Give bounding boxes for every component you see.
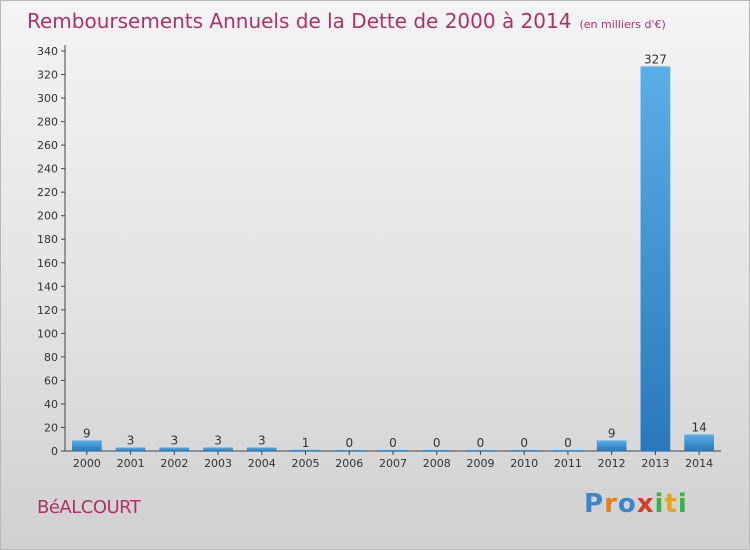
y-tick-label: 0 [51, 445, 58, 458]
bar [509, 450, 540, 451]
bar [640, 66, 671, 451]
chart-unit-label: (en milliers d'€) [579, 18, 666, 31]
bar [246, 447, 277, 451]
bar [159, 447, 190, 451]
bar-value-label: 14 [691, 421, 706, 435]
bar [115, 447, 146, 451]
y-tick-label: 280 [37, 116, 58, 129]
logo-letter: i [654, 489, 665, 519]
logo-letter: r [604, 489, 618, 519]
y-tick-label: 120 [37, 304, 58, 317]
bar [71, 440, 102, 451]
x-tick-label: 2005 [292, 457, 320, 470]
bar [378, 450, 408, 451]
y-tick-label: 20 [44, 421, 58, 434]
proxiti-logo: Proxiti [584, 489, 688, 519]
x-tick-label: 2006 [335, 457, 363, 470]
chart-title-text: Remboursements Annuels de la Dette de 20… [27, 9, 572, 33]
x-tick-label: 2014 [685, 457, 713, 470]
bar [596, 440, 627, 451]
x-tick-label: 2002 [160, 457, 188, 470]
x-tick-label: 2000 [73, 457, 101, 470]
bar-value-label: 3 [214, 433, 222, 447]
x-tick-label: 2009 [466, 457, 494, 470]
bar-value-label: 9 [608, 426, 616, 440]
y-tick-label: 240 [37, 163, 58, 176]
bar-value-label: 0 [345, 436, 353, 450]
y-tick-label: 320 [37, 69, 58, 82]
y-tick-label: 40 [44, 398, 58, 411]
bar-value-label: 3 [171, 433, 179, 447]
logo-letter: P [584, 489, 605, 519]
x-tick-label: 2008 [423, 457, 451, 470]
bar [465, 450, 496, 451]
logo-letter: o [617, 489, 637, 519]
bar [334, 450, 365, 451]
bar-value-label: 0 [520, 436, 528, 450]
bar-value-label: 3 [258, 433, 266, 447]
bar-value-label: 0 [477, 436, 485, 450]
y-tick-label: 300 [37, 92, 58, 105]
logo-letter: i [677, 489, 688, 519]
place-name: BéALCOURT [37, 497, 141, 518]
y-tick-label: 220 [37, 186, 58, 199]
x-tick-label: 2007 [379, 457, 407, 470]
bar-value-label: 1 [302, 436, 310, 450]
bar [203, 447, 233, 451]
y-tick-label: 100 [37, 327, 58, 340]
bar-value-label: 0 [564, 436, 572, 450]
x-tick-label: 2001 [117, 457, 145, 470]
bar-value-label: 327 [644, 52, 667, 66]
logo-letter: t [664, 489, 678, 519]
x-tick-label: 2003 [204, 457, 232, 470]
logo-letter: x [636, 489, 655, 519]
bar-value-label: 0 [433, 436, 441, 450]
y-tick-label: 140 [37, 280, 58, 293]
y-tick-label: 200 [37, 210, 58, 223]
x-tick-label: 2013 [641, 457, 669, 470]
bar [421, 450, 452, 451]
bar-value-label: 0 [389, 436, 397, 450]
bar-value-label: 9 [83, 426, 91, 440]
y-tick-label: 160 [37, 257, 58, 270]
bar [290, 449, 321, 451]
y-tick-label: 80 [44, 351, 58, 364]
chart-title: Remboursements Annuels de la Dette de 20… [27, 9, 666, 33]
x-tick-label: 2004 [248, 457, 276, 470]
y-tick-label: 340 [37, 45, 58, 58]
x-tick-label: 2011 [554, 457, 582, 470]
y-tick-label: 60 [44, 374, 58, 387]
x-tick-label: 2012 [598, 457, 626, 470]
bar [553, 450, 583, 451]
y-tick-label: 260 [37, 139, 58, 152]
bar-value-label: 3 [127, 433, 135, 447]
bar [684, 434, 715, 451]
x-tick-label: 2010 [510, 457, 538, 470]
y-tick-label: 180 [37, 233, 58, 246]
